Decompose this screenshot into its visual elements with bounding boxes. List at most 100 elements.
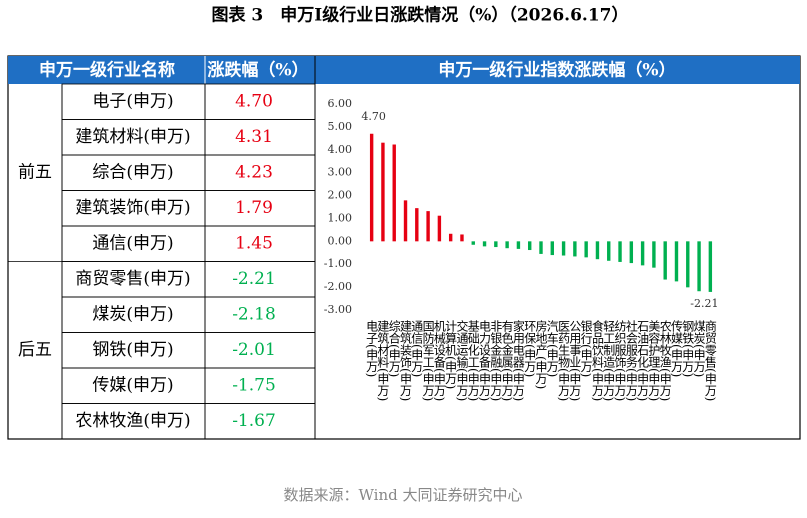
bar xyxy=(629,241,634,264)
bar xyxy=(381,142,385,242)
x-tick-label: 电子(申万) xyxy=(365,320,379,378)
x-tick-label: 社会服务(申万) xyxy=(624,319,638,402)
bar xyxy=(460,234,464,242)
industry-name: 电子(申万) xyxy=(92,91,173,111)
change-value: -1.67 xyxy=(232,411,276,431)
value-label: -2.21 xyxy=(690,297,718,310)
x-tick-label: 公用事业(申万) xyxy=(568,320,582,401)
bar xyxy=(516,241,521,249)
x-tick-label: 计算机(申万) xyxy=(444,320,458,390)
y-tick-label: 0.00 xyxy=(328,234,353,247)
y-tick-label: 6.00 xyxy=(328,97,353,110)
bar xyxy=(403,200,408,242)
x-tick-label: 非银金融(申万) xyxy=(489,320,503,402)
group-label: 前五 xyxy=(18,162,52,182)
y-tick-label: -1.00 xyxy=(324,257,352,270)
x-tick-label: 煤炭(申万) xyxy=(692,320,706,378)
x-tick-label: 环保(申万) xyxy=(523,320,537,377)
x-tick-label: 轻工制造(申万) xyxy=(602,320,616,402)
bar xyxy=(595,241,600,260)
bar xyxy=(652,241,656,268)
y-tick-label: 2.00 xyxy=(328,189,353,202)
bar xyxy=(584,241,588,258)
x-tick-label: 有色金属(申万) xyxy=(500,320,514,402)
x-tick-label: 传媒(申万) xyxy=(669,319,683,378)
x-tick-label: 商贸零售(申万) xyxy=(703,319,717,402)
table-header: 涨跌幅（%） xyxy=(207,60,308,81)
bar xyxy=(561,241,566,256)
x-tick-label: 医药生物(申万) xyxy=(557,320,571,401)
industry-name: 通信(申万) xyxy=(92,233,173,253)
bar xyxy=(697,241,701,292)
x-tick-label: 建筑材料(申万) xyxy=(376,320,390,402)
x-tick-label: 机械设备(申万) xyxy=(432,320,446,402)
change-value: -2.01 xyxy=(232,340,276,360)
x-tick-label: 房地产(申万) xyxy=(534,319,548,390)
figure-title: 图表 3 申万Ⅰ级行业日涨跌情况（%）（2026.6.17） xyxy=(212,5,629,26)
industry-name: 传媒(申万) xyxy=(92,375,173,395)
chart-title: 申万一级行业指数涨跌幅（%） xyxy=(438,60,675,81)
x-tick-label: 食品饮料(申万) xyxy=(590,319,604,402)
y-tick-label: -3.00 xyxy=(324,303,352,316)
industry-name: 建筑材料(申万) xyxy=(75,127,190,147)
industry-name: 建筑装饰(申万) xyxy=(75,198,190,218)
bar xyxy=(618,241,622,262)
value-label: 4.70 xyxy=(361,110,386,123)
bar xyxy=(437,215,442,242)
bar xyxy=(539,241,543,254)
industry-name: 综合(申万) xyxy=(92,162,173,182)
bar xyxy=(415,208,419,242)
x-tick-label: 家用电器(申万) xyxy=(511,319,525,402)
y-tick-label: 1.00 xyxy=(328,211,353,224)
change-value: -2.18 xyxy=(232,304,276,324)
x-tick-label: 汽车(申万) xyxy=(545,319,559,378)
change-value: -2.21 xyxy=(232,269,276,289)
x-tick-label: 建筑装饰(申万) xyxy=(399,320,413,402)
change-value: -1.75 xyxy=(232,375,276,395)
source-note: 数据来源：Wind 大同证券研究中心 xyxy=(284,486,523,504)
x-tick-label: 交通运输(申万) xyxy=(455,319,469,402)
bar xyxy=(505,241,509,249)
bar xyxy=(482,241,487,247)
bar xyxy=(573,241,577,257)
x-tick-label: 银行(申万) xyxy=(579,320,593,378)
x-tick-label: 农林牧渔(申万) xyxy=(658,320,672,402)
change-value: 4.23 xyxy=(235,162,273,182)
x-tick-label: 综合(申万) xyxy=(387,320,401,378)
bar xyxy=(494,241,498,248)
header-band xyxy=(8,56,800,84)
bar xyxy=(528,241,532,251)
industry-name: 农林牧渔(申万) xyxy=(75,411,190,431)
bar xyxy=(607,241,611,261)
group-label: 后五 xyxy=(18,340,52,360)
x-tick-label: 纺织服饰(申万) xyxy=(613,320,627,402)
bar xyxy=(369,133,374,242)
bar xyxy=(674,241,679,282)
change-value: 4.31 xyxy=(235,127,273,147)
industry-name: 商贸零售(申万) xyxy=(75,269,190,289)
change-value: 1.79 xyxy=(235,198,273,218)
y-tick-label: -2.00 xyxy=(324,280,352,293)
industry-name: 钢铁(申万) xyxy=(92,340,173,360)
bar xyxy=(663,241,667,280)
bar xyxy=(426,211,430,242)
y-tick-label: 3.00 xyxy=(328,166,353,179)
x-tick-label: 钢铁(申万) xyxy=(681,320,695,378)
x-tick-label: 石油石化(申万) xyxy=(636,320,650,401)
change-value: 1.45 xyxy=(235,233,273,253)
x-tick-label: 基础化工(申万) xyxy=(466,320,480,402)
x-tick-label: 通信(申万) xyxy=(410,320,424,378)
change-value: 4.70 xyxy=(235,91,273,111)
bar xyxy=(448,233,453,242)
bar xyxy=(392,144,396,242)
bar xyxy=(550,241,554,256)
x-tick-label: 电力设备(申万) xyxy=(478,320,492,402)
x-tick-label: 美容护理(申万) xyxy=(647,320,661,402)
table-cell xyxy=(204,403,316,440)
y-tick-label: 4.00 xyxy=(328,143,353,156)
bar xyxy=(640,241,645,266)
bar xyxy=(708,241,713,292)
bar xyxy=(471,241,475,245)
